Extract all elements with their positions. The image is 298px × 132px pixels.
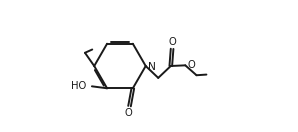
Text: O: O <box>125 108 133 118</box>
Text: O: O <box>168 37 176 47</box>
Text: O: O <box>187 60 195 70</box>
Text: HO: HO <box>71 81 86 91</box>
Text: N: N <box>148 62 156 72</box>
